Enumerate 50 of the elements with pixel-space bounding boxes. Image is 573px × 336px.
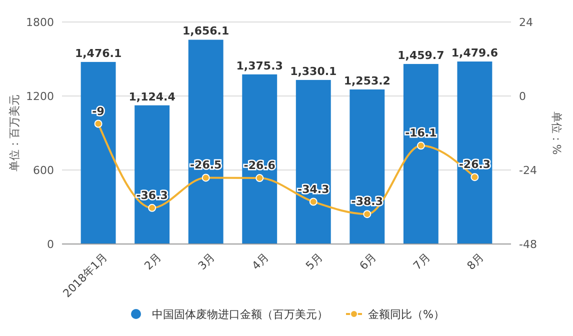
x-tick-label: 8月 [464,250,486,273]
data-label: 1,253.2 [344,74,390,88]
y2-axis-title: 单位：% [550,111,563,155]
bar [403,64,438,244]
point [363,210,372,218]
data-label: -26.3 [458,158,491,172]
y-tick-label: 1200 [26,90,54,103]
point [148,204,156,212]
y2-tick-label: 24 [519,16,533,29]
bar [188,40,224,244]
x-tick-label: 7月 [410,250,433,273]
x-tick-label: 2月 [142,250,164,273]
data-label: 1,459.7 [398,48,444,62]
point [202,174,210,182]
data-label: -9 [92,104,104,118]
y-tick-label: 600 [33,164,54,177]
bar [296,80,331,244]
legend-label: 金额同比（%） [368,308,444,321]
legend-label: 中国固体废物进口金额（百万美元） [152,308,328,321]
y-tick-label: 1800 [26,16,54,29]
x-tick-label: 6月 [357,250,379,273]
bar [134,105,170,244]
data-label: 1,476.1 [74,46,122,60]
y-axis-title: 单位：百万美元 [8,94,21,172]
x-tick-label: 5月 [303,250,326,273]
point [256,174,264,182]
y2-tick-label: -24 [519,164,537,177]
data-label: -34.3 [298,182,330,196]
data-label: 1,330.1 [290,64,337,78]
data-label: 1,656.1 [182,24,230,38]
bar [350,89,385,244]
y2-tick-label: 0 [519,90,526,103]
x-tick-label: 3月 [196,250,218,273]
y-tick-label: 0 [47,238,54,251]
data-label: -16.1 [405,126,437,140]
data-label: -26.5 [190,158,222,172]
y2-tick-label: -48 [519,238,537,251]
point [309,198,318,206]
point [470,173,479,182]
bar [457,62,492,244]
point [94,120,102,128]
bar [242,74,278,244]
data-label: 1,375.3 [236,59,283,72]
data-label: 1,124.4 [128,90,176,104]
data-label: -26.6 [244,159,276,172]
data-label: -36.3 [136,188,168,202]
point [416,142,425,150]
bar [80,62,116,244]
data-label: 1,479.6 [451,46,498,60]
x-tick-label: 4月 [249,250,272,273]
